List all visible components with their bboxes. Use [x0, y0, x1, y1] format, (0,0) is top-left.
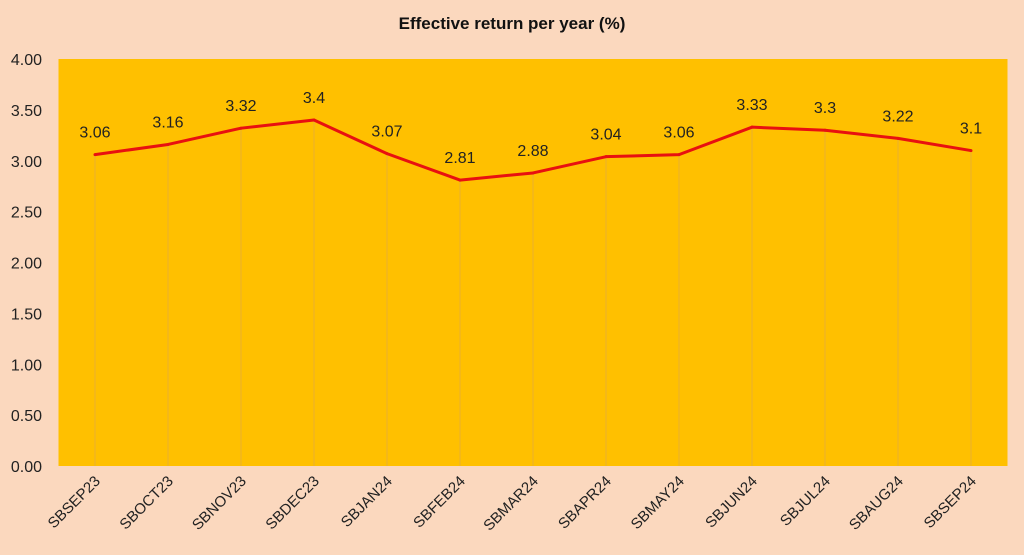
data-label: 3.16 [152, 114, 183, 131]
x-tick-label: SBSEP23 [45, 473, 104, 532]
y-tick-label: 0.50 [11, 408, 42, 425]
data-label: 3.1 [960, 121, 982, 138]
data-label: 2.81 [444, 150, 475, 167]
x-tick-label: SBOCT23 [116, 473, 176, 533]
x-tick-label: SBAUG24 [846, 473, 907, 534]
data-point [823, 128, 827, 132]
x-tick-label: SBAPR24 [555, 473, 615, 533]
x-tick-label: SBNOV23 [189, 473, 250, 534]
x-tick-label: SBJUL24 [777, 473, 834, 530]
data-point [531, 171, 535, 175]
data-point [458, 178, 462, 182]
data-point [750, 125, 754, 129]
x-tick-label: SBFEB24 [410, 473, 469, 532]
data-point [239, 126, 243, 130]
y-tick-label: 2.50 [11, 205, 42, 222]
data-label: 3.22 [882, 108, 913, 125]
x-tick-label: SBMAR24 [480, 473, 542, 535]
data-point [969, 149, 973, 153]
y-tick-label: 1.50 [11, 306, 42, 323]
data-point [896, 136, 900, 140]
data-label: 3.4 [303, 90, 325, 107]
data-point [604, 155, 608, 159]
x-tick-label: SBMAY24 [628, 473, 688, 533]
data-label: 3.06 [663, 125, 694, 142]
data-point [677, 153, 681, 157]
y-tick-label: 3.00 [11, 154, 42, 171]
x-tick-label: SBJUN24 [702, 473, 761, 532]
data-label: 3.04 [590, 127, 621, 144]
data-label: 3.32 [225, 98, 256, 115]
data-label: 3.3 [814, 100, 836, 117]
y-tick-label: 3.50 [11, 103, 42, 120]
x-tick-label: SBJAN24 [338, 473, 396, 531]
y-tick-label: 2.00 [11, 256, 42, 273]
data-label: 3.06 [79, 125, 110, 142]
data-point [312, 118, 316, 122]
x-tick-label: SBDEC23 [262, 473, 322, 533]
data-label: 3.07 [371, 124, 402, 141]
data-point [93, 153, 97, 157]
y-tick-label: 1.00 [11, 357, 42, 374]
y-tick-label: 4.00 [11, 52, 42, 69]
data-label: 2.88 [517, 143, 548, 160]
x-tick-label: SBSEP24 [921, 473, 980, 532]
data-point [166, 142, 170, 146]
y-tick-label: 0.00 [11, 459, 42, 476]
data-label: 3.33 [736, 97, 767, 114]
chart-title: Effective return per year (%) [398, 14, 626, 33]
data-point [385, 152, 389, 156]
